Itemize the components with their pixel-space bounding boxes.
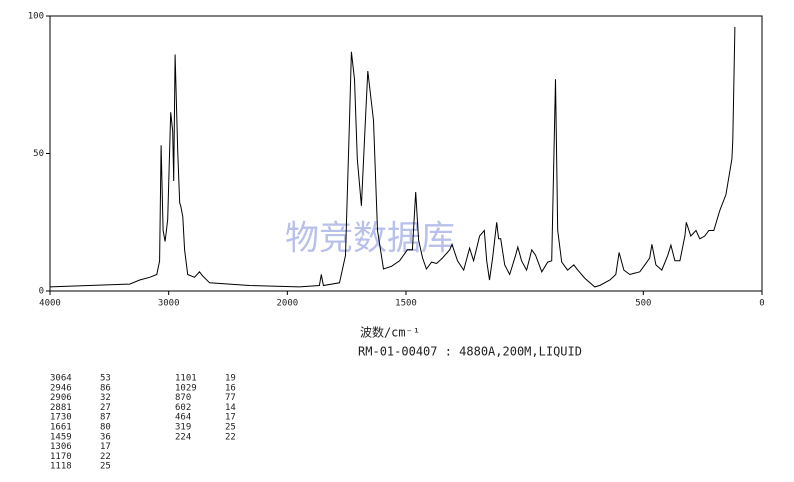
x-tick-label: 1500 (395, 299, 417, 309)
y-tick-label: 50 (33, 149, 44, 159)
peak-wavenumber: 224 (175, 432, 191, 442)
peak-wavenumber: 1306 (50, 442, 72, 452)
peak-intensity: 77 (225, 393, 236, 403)
peak-wavenumber: 1029 (175, 383, 197, 393)
peak-intensity: 53 (100, 374, 111, 384)
peak-intensity: 27 (100, 403, 111, 413)
peak-intensity: 25 (225, 423, 236, 433)
peak-intensity: 80 (100, 423, 111, 433)
peak-wavenumber: 2881 (50, 403, 72, 413)
peak-wavenumber: 1170 (50, 452, 72, 462)
spectrum-line (49, 26, 736, 288)
x-axis-label: 波数/cm⁻¹ (360, 325, 420, 340)
peak-intensity: 17 (100, 442, 111, 452)
peak-intensity: 14 (225, 403, 236, 413)
x-tick-label: 2000 (276, 299, 298, 309)
x-tick-label: 4000 (39, 299, 61, 309)
peak-intensity: 22 (100, 452, 111, 462)
x-tick-label: 500 (635, 299, 651, 309)
y-tick-label: 0 (39, 287, 44, 297)
peak-wavenumber: 1730 (50, 413, 72, 423)
peak-intensity: 87 (100, 413, 111, 423)
peak-wavenumber: 1459 (50, 432, 72, 442)
peak-wavenumber: 1661 (50, 423, 72, 433)
peak-wavenumber: 3064 (50, 374, 72, 384)
watermark: 物竞数据库 (285, 219, 455, 259)
peak-intensity: 36 (100, 432, 111, 442)
peak-intensity: 32 (100, 393, 111, 403)
peak-intensity: 16 (225, 383, 236, 393)
peak-wavenumber: 1101 (175, 374, 197, 384)
peak-intensity: 86 (100, 383, 111, 393)
y-tick-label: 100 (28, 12, 44, 22)
peak-wavenumber: 602 (175, 403, 191, 413)
x-tick-label: 3000 (158, 299, 180, 309)
x-tick-label: 0 (759, 299, 764, 309)
subtitle: RM-01-00407 : 4880A,200M,LIQUID (358, 345, 582, 359)
peak-intensity: 25 (100, 462, 111, 472)
peak-wavenumber: 464 (175, 413, 191, 423)
peak-intensity: 22 (225, 432, 236, 442)
peak-wavenumber: 2906 (50, 393, 72, 403)
peak-wavenumber: 2946 (50, 383, 72, 393)
peak-intensity: 17 (225, 413, 236, 423)
peak-wavenumber: 319 (175, 423, 191, 433)
peak-intensity: 19 (225, 374, 236, 384)
peak-wavenumber: 1118 (50, 462, 72, 472)
peak-wavenumber: 870 (175, 393, 191, 403)
